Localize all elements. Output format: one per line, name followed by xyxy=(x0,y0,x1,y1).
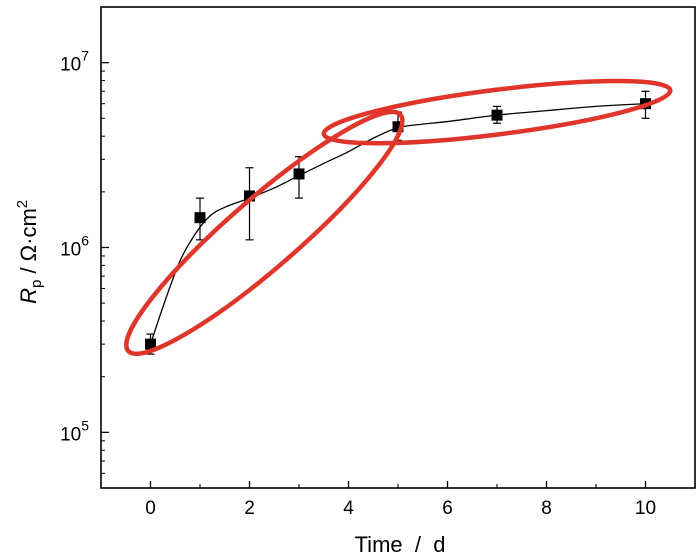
annotation-ellipse xyxy=(321,78,673,146)
y-axis-label-superscript: 2 xyxy=(14,200,31,208)
data-point xyxy=(491,109,503,121)
x-tick-label: 6 xyxy=(442,498,453,519)
y-tick-label: 107 xyxy=(60,48,89,76)
data-point xyxy=(145,338,156,350)
x-tick-label: 4 xyxy=(343,498,354,519)
y-tick-label: 105 xyxy=(60,417,89,445)
data-point xyxy=(293,168,305,180)
annotation-ellipses xyxy=(124,78,673,357)
y-axis-label-symbol: R xyxy=(16,288,41,304)
data-point xyxy=(392,121,404,133)
y-axis-label-subscript: p xyxy=(28,280,45,288)
x-axis-label: Time / d xyxy=(355,532,446,557)
data-point xyxy=(194,212,206,224)
annotation-ellipse xyxy=(124,109,405,357)
x-tick-label: 10 xyxy=(635,498,656,519)
x-tick-label: 0 xyxy=(145,498,156,519)
tick-labels: 0 2 4 6 8 10 105 106 107 xyxy=(60,48,656,519)
data-point xyxy=(244,190,255,202)
y-axis-label: Rp / Ω·cm2 xyxy=(7,182,45,335)
plot-frame xyxy=(100,6,696,489)
x-tick-label: 8 xyxy=(541,498,552,519)
y-tick-label: 106 xyxy=(60,233,89,261)
y-axis-label-unit: / Ω·cm xyxy=(16,208,41,279)
x-tick-label: 2 xyxy=(244,498,255,519)
